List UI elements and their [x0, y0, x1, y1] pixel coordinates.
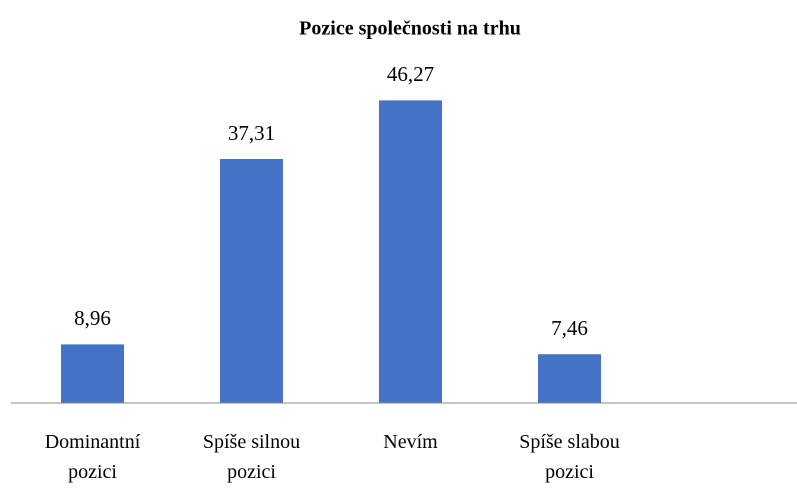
x-tick-label: Spíše silnou pozici: [203, 431, 300, 483]
x-tick-label: Dominantní pozici: [45, 431, 141, 483]
data-label: 7,46: [551, 316, 588, 340]
bar: [379, 100, 442, 404]
x-tick-label: Nevím: [383, 431, 438, 453]
data-label: 46,27: [387, 62, 434, 86]
data-label: 37,31: [228, 121, 275, 145]
x-tick-label: Spíše slabou pozici: [519, 431, 620, 483]
bar: [61, 344, 124, 403]
bar: [538, 354, 601, 403]
data-label: 8,96: [74, 306, 111, 330]
bar: [220, 158, 283, 403]
chart-title: Pozice společnosti na trhu: [299, 18, 521, 40]
